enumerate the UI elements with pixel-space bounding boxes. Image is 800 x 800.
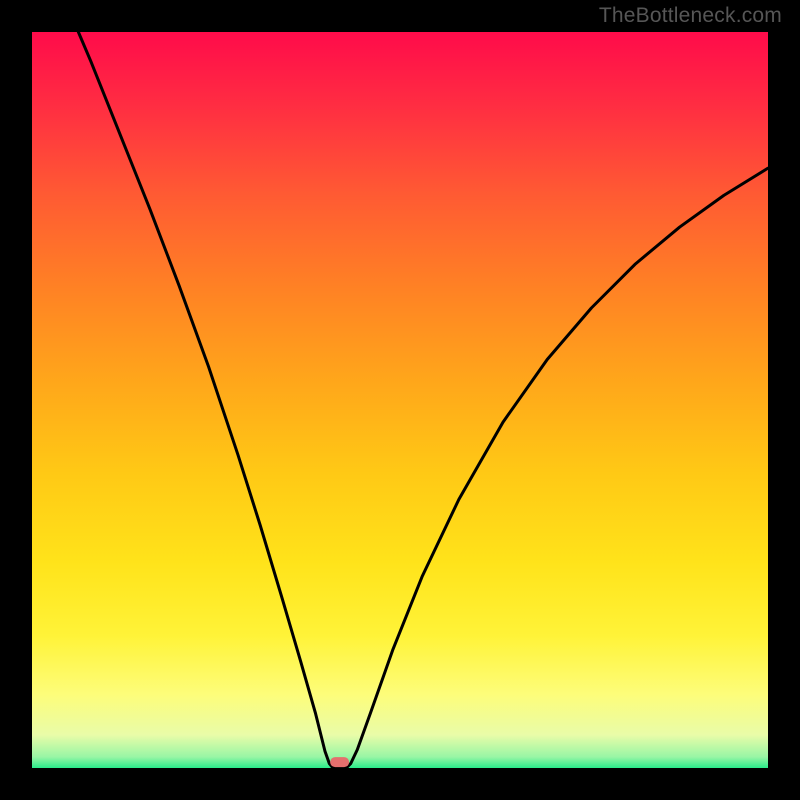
chart-frame: TheBottleneck.com xyxy=(0,0,800,800)
bottleneck-chart xyxy=(0,0,800,800)
plot-background xyxy=(32,32,768,768)
watermark-text: TheBottleneck.com xyxy=(599,4,782,28)
optimal-marker xyxy=(330,757,349,767)
